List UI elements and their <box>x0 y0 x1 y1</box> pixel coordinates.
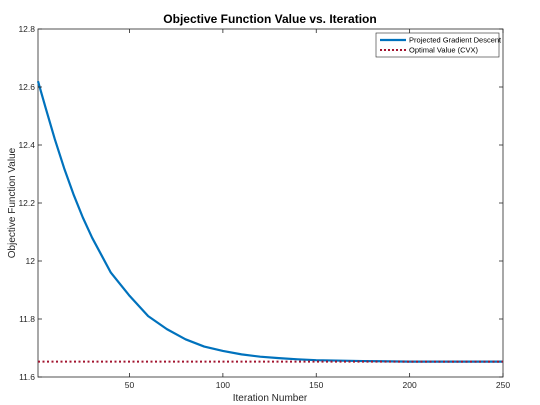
y-tick-label: 12.6 <box>18 82 35 92</box>
y-tick-label: 12.4 <box>18 140 35 150</box>
legend-box <box>375 32 500 58</box>
plot-area-box <box>37 28 504 378</box>
y-tick-label: 12.2 <box>18 198 35 208</box>
y-tick-label: 12 <box>26 256 36 266</box>
axis-ticks: 50 100 150 200 250 11.6 11.8 12 12.2 12.4 12.6 12.8 <box>18 24 510 390</box>
y-tick-label: 11.8 <box>19 314 35 324</box>
x-tick-label: 100 <box>216 380 230 390</box>
plot-axes <box>37 28 504 378</box>
legend-label: Optimal Value (CVX) <box>409 46 479 55</box>
legend-label: Projected Gradient Descent <box>409 36 502 45</box>
y-axis-label: Objective Function Value <box>7 147 18 258</box>
y-tick-label: 12.8 <box>18 24 35 34</box>
x-axis-label: Iteration Number <box>233 393 308 404</box>
x-tick-label: 150 <box>309 380 323 390</box>
x-tick-label: 50 <box>125 380 135 390</box>
y-tick-label: 11.6 <box>19 372 35 382</box>
x-tick-label: 250 <box>496 380 510 390</box>
chart-title: Objective Function Value vs. Iteration <box>163 12 376 26</box>
pgd-series-line <box>36 80 503 363</box>
x-tick-label: 200 <box>403 380 417 390</box>
series-lines <box>36 80 503 363</box>
